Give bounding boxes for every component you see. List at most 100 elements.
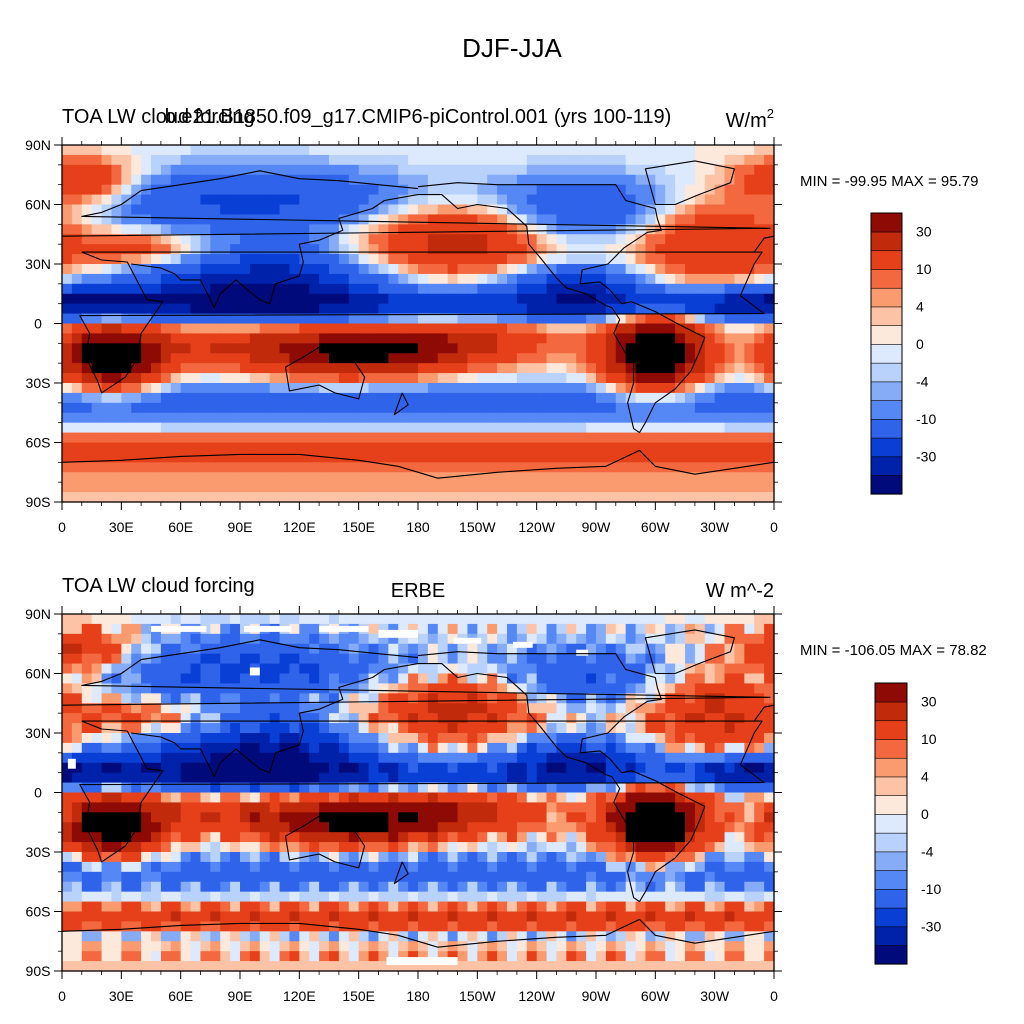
field-cell bbox=[200, 614, 211, 625]
field-cell bbox=[151, 244, 162, 255]
field-cell bbox=[764, 353, 775, 364]
field-cell bbox=[744, 482, 755, 493]
field-cell bbox=[744, 861, 755, 873]
field-cell bbox=[665, 234, 676, 245]
field-cell bbox=[398, 214, 409, 225]
field-cell bbox=[299, 373, 310, 384]
field-cell bbox=[764, 772, 775, 784]
field-cell bbox=[734, 492, 745, 503]
field-cell bbox=[418, 742, 429, 754]
field-cell bbox=[487, 452, 498, 463]
field-cell bbox=[516, 901, 528, 913]
field-cell bbox=[576, 762, 587, 774]
field-cell bbox=[714, 244, 726, 255]
field-cell bbox=[714, 194, 726, 206]
field-cell bbox=[625, 373, 637, 384]
field-cell bbox=[101, 723, 113, 734]
field-cell bbox=[91, 492, 103, 503]
field-cell bbox=[180, 901, 192, 913]
field-cell bbox=[200, 782, 211, 794]
field-cell bbox=[121, 643, 132, 655]
field-cell bbox=[289, 392, 300, 404]
field-cell bbox=[101, 164, 113, 176]
field-cell bbox=[348, 733, 360, 744]
field-cell bbox=[457, 792, 469, 804]
field-cell bbox=[615, 633, 627, 645]
field-cell bbox=[71, 214, 83, 225]
field-cell bbox=[190, 273, 202, 285]
field-cell bbox=[131, 663, 142, 675]
field-cell bbox=[427, 812, 439, 823]
field-cell bbox=[615, 683, 627, 694]
field-cell bbox=[220, 472, 231, 483]
field-cell bbox=[210, 653, 221, 665]
field-cell bbox=[91, 713, 103, 724]
field-cell bbox=[586, 653, 597, 665]
field-cell bbox=[546, 472, 558, 483]
field-cell bbox=[457, 693, 469, 704]
field-cell bbox=[645, 871, 656, 883]
field-cell bbox=[586, 881, 597, 893]
field-cell bbox=[388, 283, 399, 295]
colorbar-label: -30 bbox=[916, 449, 936, 465]
field-cell bbox=[635, 353, 647, 364]
field-cell bbox=[121, 422, 132, 434]
field-cell bbox=[378, 901, 389, 913]
field-cell bbox=[190, 643, 202, 655]
field-cell bbox=[101, 733, 113, 744]
field-cell bbox=[556, 343, 567, 354]
field-cell bbox=[536, 842, 548, 853]
field-cell bbox=[487, 303, 498, 315]
field-cell bbox=[111, 861, 122, 873]
field-cell bbox=[526, 633, 538, 645]
field-cell bbox=[101, 861, 113, 873]
field-cell bbox=[645, 623, 656, 635]
field-cell bbox=[764, 623, 775, 635]
field-cell bbox=[625, 363, 637, 374]
field-cell bbox=[665, 264, 676, 275]
field-cell bbox=[764, 214, 775, 225]
field-cell bbox=[418, 204, 429, 216]
field-cell bbox=[160, 353, 172, 364]
field-cell bbox=[131, 422, 142, 434]
field-cell bbox=[685, 184, 696, 196]
field-cell bbox=[210, 693, 221, 704]
field-cell bbox=[526, 353, 538, 364]
field-cell bbox=[675, 713, 686, 724]
field-cell bbox=[141, 343, 152, 354]
field-cell bbox=[477, 472, 488, 483]
field-cell bbox=[625, 273, 637, 285]
field-cell bbox=[338, 204, 350, 216]
field-cell bbox=[309, 852, 320, 863]
field-cell bbox=[457, 752, 469, 764]
field-cell bbox=[694, 353, 706, 364]
field-cell bbox=[536, 762, 548, 774]
field-cell bbox=[507, 822, 518, 833]
field-cell bbox=[170, 842, 182, 853]
field-cell bbox=[576, 492, 587, 503]
field-cell bbox=[220, 392, 231, 404]
field-cell bbox=[170, 184, 182, 196]
field-cell bbox=[754, 693, 765, 704]
field-cell bbox=[170, 812, 182, 823]
field-cell bbox=[655, 303, 666, 315]
field-cell bbox=[467, 713, 478, 724]
field-cell bbox=[289, 812, 300, 823]
field-cell bbox=[605, 911, 617, 923]
field-cell bbox=[170, 911, 182, 923]
field-cell bbox=[358, 452, 370, 463]
field-cell bbox=[299, 254, 310, 265]
field-cell bbox=[210, 713, 221, 724]
field-cell bbox=[477, 832, 488, 843]
field-cell bbox=[615, 723, 627, 734]
field-cell bbox=[299, 842, 310, 853]
field-cell bbox=[319, 871, 330, 883]
field-cell bbox=[299, 264, 310, 275]
field-cell bbox=[675, 792, 686, 804]
field-cell bbox=[220, 452, 231, 463]
field-cell bbox=[398, 194, 409, 206]
field-cell bbox=[141, 911, 152, 923]
field-cell bbox=[487, 422, 498, 434]
field-cell bbox=[764, 802, 775, 813]
field-cell bbox=[645, 633, 656, 645]
